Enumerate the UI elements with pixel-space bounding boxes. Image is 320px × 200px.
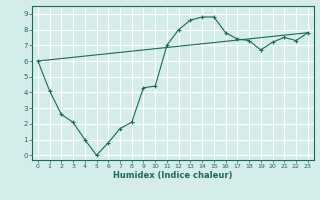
- X-axis label: Humidex (Indice chaleur): Humidex (Indice chaleur): [113, 171, 233, 180]
